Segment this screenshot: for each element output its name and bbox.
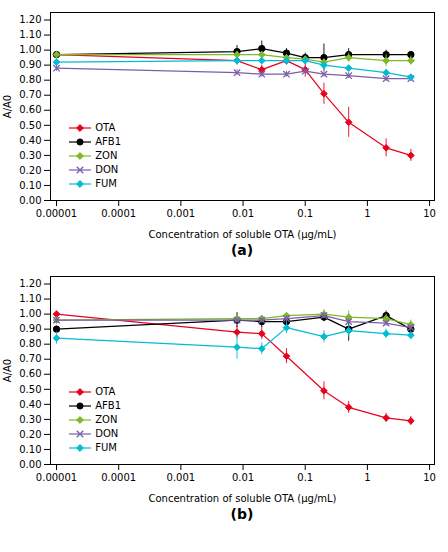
html-text:(b): (b) <box>230 506 254 522</box>
svg-text:0.30: 0.30 <box>19 150 41 161</box>
html-text:DON: DON <box>95 163 119 175</box>
html-text:(a): (a) <box>230 242 254 258</box>
svg-text:0.1: 0.1 <box>297 208 313 219</box>
svg-text:0.00001: 0.00001 <box>36 472 77 483</box>
svg-text:A/A0: A/A0 <box>2 95 13 118</box>
svg-text:0.20: 0.20 <box>19 165 41 176</box>
svg-text:0.70: 0.70 <box>19 353 41 364</box>
svg-text:0.50: 0.50 <box>19 384 41 395</box>
svg-text:0.40: 0.40 <box>19 399 41 410</box>
svg-text:Concentration of soluble OTA (: Concentration of soluble OTA (μg/mL) <box>148 229 336 240</box>
svg-text:0.0001: 0.0001 <box>101 208 136 219</box>
html-text:AFB1: AFB1 <box>95 399 121 411</box>
svg-text:0.001: 0.001 <box>167 472 196 483</box>
svg-text:1.20: 1.20 <box>19 278 41 289</box>
svg-text:1.10: 1.10 <box>19 29 41 40</box>
svg-text:0.90: 0.90 <box>19 323 41 334</box>
svg-text:0.01: 0.01 <box>232 472 254 483</box>
html-text:ZON: ZON <box>95 413 118 425</box>
svg-text:1.00: 1.00 <box>19 308 41 319</box>
svg-text:0.0001: 0.0001 <box>101 472 136 483</box>
svg-text:0.30: 0.30 <box>19 414 41 425</box>
svg-text:0.01: 0.01 <box>232 208 254 219</box>
html-text:ZON: ZON <box>95 149 118 161</box>
svg-text:1: 1 <box>364 208 370 219</box>
svg-text:0.001: 0.001 <box>167 208 196 219</box>
svg-text:0.1: 0.1 <box>297 472 313 483</box>
svg-text:1.00: 1.00 <box>19 44 41 55</box>
html-text:OTA: OTA <box>95 385 116 397</box>
svg-text:0.70: 0.70 <box>19 89 41 100</box>
svg-text:0.80: 0.80 <box>19 74 41 85</box>
svg-text:0.90: 0.90 <box>19 59 41 70</box>
svg-text:Concentration of soluble OTA (: Concentration of soluble OTA (μg/mL) <box>148 493 336 504</box>
svg-text:0.50: 0.50 <box>19 120 41 131</box>
svg-text:0.80: 0.80 <box>19 338 41 349</box>
svg-text:A/A0: A/A0 <box>2 359 13 382</box>
svg-text:0.10: 0.10 <box>19 444 41 455</box>
svg-text:0.40: 0.40 <box>19 135 41 146</box>
svg-text:1.20: 1.20 <box>19 14 41 25</box>
svg-text:0.60: 0.60 <box>19 104 41 115</box>
svg-text:10: 10 <box>423 208 436 219</box>
html-text:FUM: FUM <box>95 177 117 189</box>
svg-text:0.00001: 0.00001 <box>36 208 77 219</box>
svg-text:0.10: 0.10 <box>19 180 41 191</box>
html-text:DON: DON <box>95 427 119 439</box>
svg-text:10: 10 <box>423 472 436 483</box>
svg-text:1: 1 <box>364 472 370 483</box>
html-text:AFB1: AFB1 <box>95 135 121 147</box>
svg-text:0.60: 0.60 <box>19 368 41 379</box>
svg-text:0.00: 0.00 <box>19 459 41 470</box>
svg-text:0.20: 0.20 <box>19 429 41 440</box>
html-text:FUM: FUM <box>95 441 117 453</box>
html-text:OTA: OTA <box>95 121 116 133</box>
svg-text:1.10: 1.10 <box>19 293 41 304</box>
svg-text:0.00: 0.00 <box>19 195 41 206</box>
